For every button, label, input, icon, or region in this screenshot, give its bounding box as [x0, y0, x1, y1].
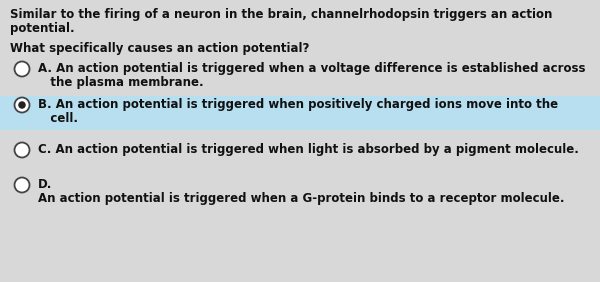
Text: Similar to the firing of a neuron in the brain, channelrhodopsin triggers an act: Similar to the firing of a neuron in the…: [10, 8, 553, 21]
Text: cell.: cell.: [38, 112, 78, 125]
Text: the plasma membrane.: the plasma membrane.: [38, 76, 203, 89]
FancyBboxPatch shape: [0, 96, 600, 130]
Text: C. An action potential is triggered when light is absorbed by a pigment molecule: C. An action potential is triggered when…: [38, 143, 579, 156]
Text: potential.: potential.: [10, 22, 74, 35]
Circle shape: [18, 101, 26, 109]
Text: A. An action potential is triggered when a voltage difference is established acr: A. An action potential is triggered when…: [38, 62, 586, 75]
Text: An action potential is triggered when a G-protein binds to a receptor molecule.: An action potential is triggered when a …: [38, 192, 565, 205]
Circle shape: [14, 61, 29, 76]
Text: B. An action potential is triggered when positively charged ions move into the: B. An action potential is triggered when…: [38, 98, 558, 111]
Circle shape: [14, 177, 29, 193]
Text: What specifically causes an action potential?: What specifically causes an action poten…: [10, 42, 310, 55]
Circle shape: [14, 142, 29, 158]
Circle shape: [14, 98, 29, 113]
Text: D.: D.: [38, 178, 52, 191]
